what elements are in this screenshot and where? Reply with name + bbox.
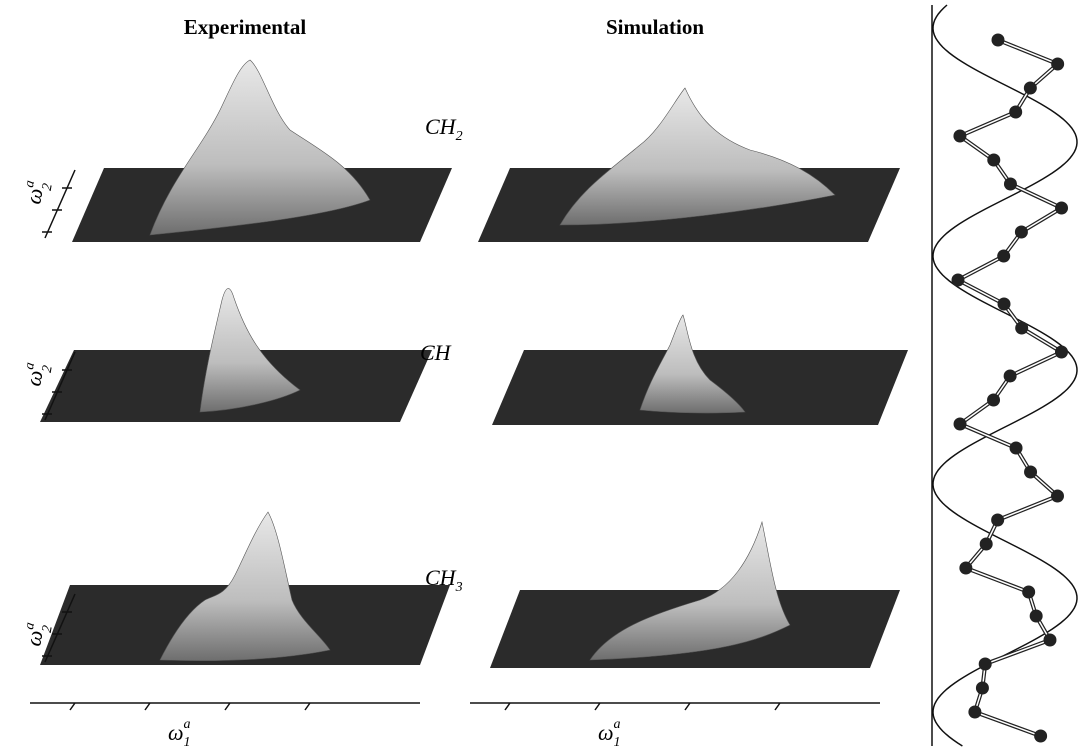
axis-subscript: 1 xyxy=(184,735,191,750)
atom xyxy=(1004,370,1017,383)
atom xyxy=(959,562,972,575)
atom xyxy=(1004,178,1017,191)
figure: Experimental Simulation CH2 CH CH3 ω2a ω… xyxy=(0,0,1081,751)
atom xyxy=(976,682,989,695)
row-label-text: CH xyxy=(425,114,457,139)
atom xyxy=(1024,82,1037,95)
atom xyxy=(1055,202,1068,215)
atom xyxy=(1051,58,1064,71)
atom xyxy=(1051,490,1064,503)
atom xyxy=(1034,730,1047,743)
atom xyxy=(987,394,1000,407)
atom xyxy=(1009,106,1022,119)
row-label: CH xyxy=(420,340,452,365)
row-label-subscript: 2 xyxy=(456,129,463,144)
atom xyxy=(992,34,1005,47)
atom xyxy=(987,154,1000,167)
column-title: Experimental xyxy=(184,15,307,39)
atom xyxy=(1022,586,1035,599)
atom xyxy=(1015,226,1028,239)
atom xyxy=(991,514,1004,527)
atom xyxy=(1024,466,1037,479)
column-title: Simulation xyxy=(606,15,704,39)
axis-superscript: a xyxy=(614,717,621,732)
atom xyxy=(1055,346,1068,359)
row-label-text: CH xyxy=(420,340,452,365)
atom xyxy=(954,418,967,431)
row-label-text: CH xyxy=(425,565,457,590)
atom xyxy=(1010,442,1023,455)
axis-subscript: 1 xyxy=(614,735,621,750)
atom xyxy=(1015,322,1028,335)
axis-superscript: a xyxy=(184,717,191,732)
atom xyxy=(979,658,992,671)
atom xyxy=(952,274,965,287)
atom xyxy=(968,706,981,719)
atom xyxy=(1043,634,1056,647)
atom xyxy=(1030,610,1043,623)
atom xyxy=(980,538,993,551)
axis-symbol: ω xyxy=(598,720,614,745)
atom xyxy=(998,298,1011,311)
atom xyxy=(997,250,1010,263)
axis-symbol: ω xyxy=(168,720,184,745)
atom xyxy=(953,130,966,143)
row-label-subscript: 3 xyxy=(455,580,463,595)
